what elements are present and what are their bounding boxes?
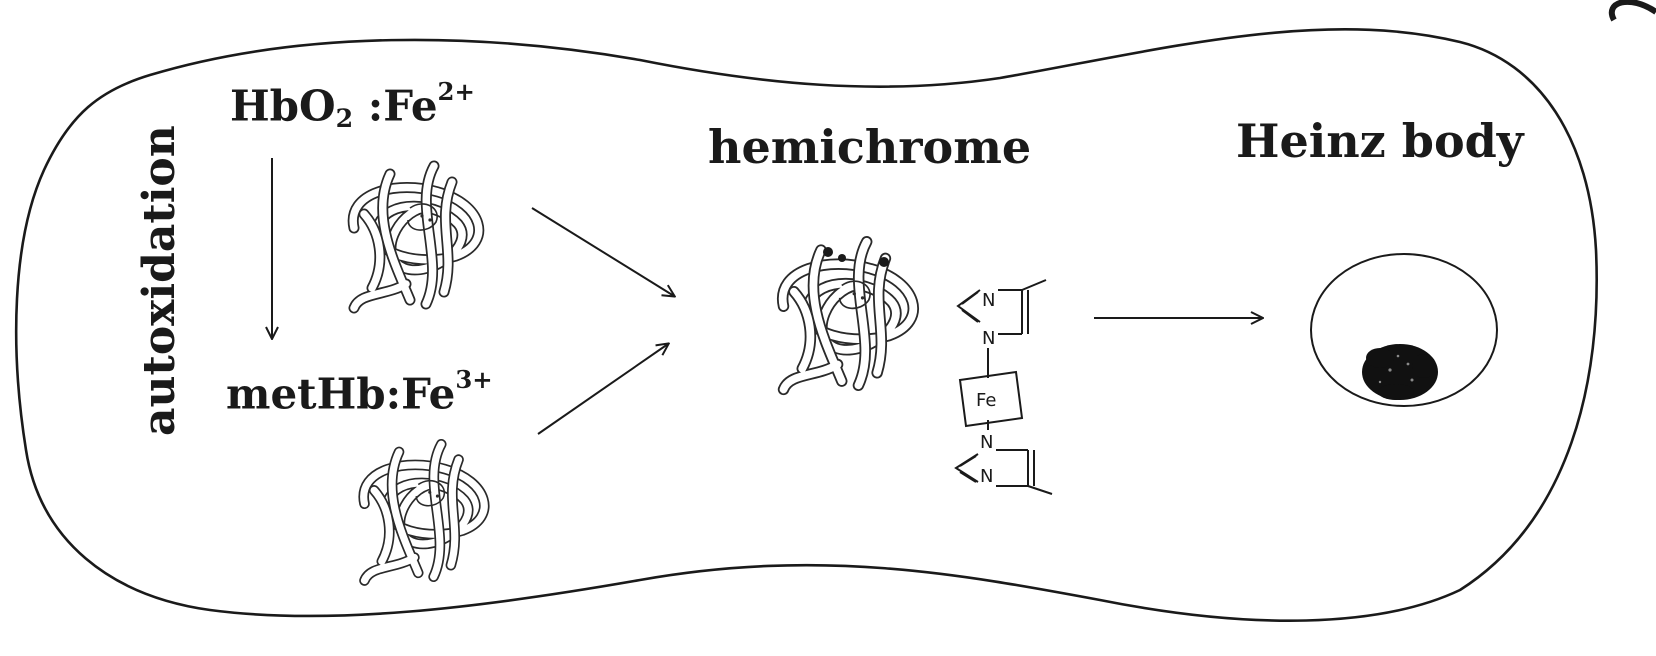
autoxidation-label: autoxidation — [134, 125, 185, 436]
fe-label: Fe — [976, 390, 996, 411]
n-label-1: N — [982, 290, 995, 311]
n-label-4: N — [980, 466, 993, 487]
structure-atom-labels: N N Fe N N — [976, 290, 996, 487]
n-label-3: N — [980, 432, 993, 453]
methb-to-hemichrome-arrow — [537, 344, 668, 435]
hbo2-protein-ribbon — [353, 166, 479, 308]
hemichrome-heme-dots — [823, 247, 889, 267]
hemichrome-label: hemichrome — [708, 120, 1032, 174]
heinz-body-label: Heinz body — [1236, 114, 1524, 168]
cell-membrane — [14, 28, 1598, 622]
hbo2-to-hemichrome-arrow — [531, 207, 674, 296]
hemichrome-protein-ribbon — [783, 242, 914, 390]
bis-histidine-fe-structure — [954, 279, 1053, 495]
corner-circle-fragment — [1608, 0, 1656, 22]
heinz-body-vesicle — [1310, 253, 1498, 407]
n-label-2: N — [982, 328, 995, 349]
heinz-body-aggregate — [1362, 344, 1438, 400]
methb-fe3-label: metHb:Fe3+ — [226, 365, 493, 419]
methb-protein-ribbon — [364, 444, 485, 580]
hbo2-fe2-label: HbO2 :Fe2+ — [230, 77, 475, 133]
